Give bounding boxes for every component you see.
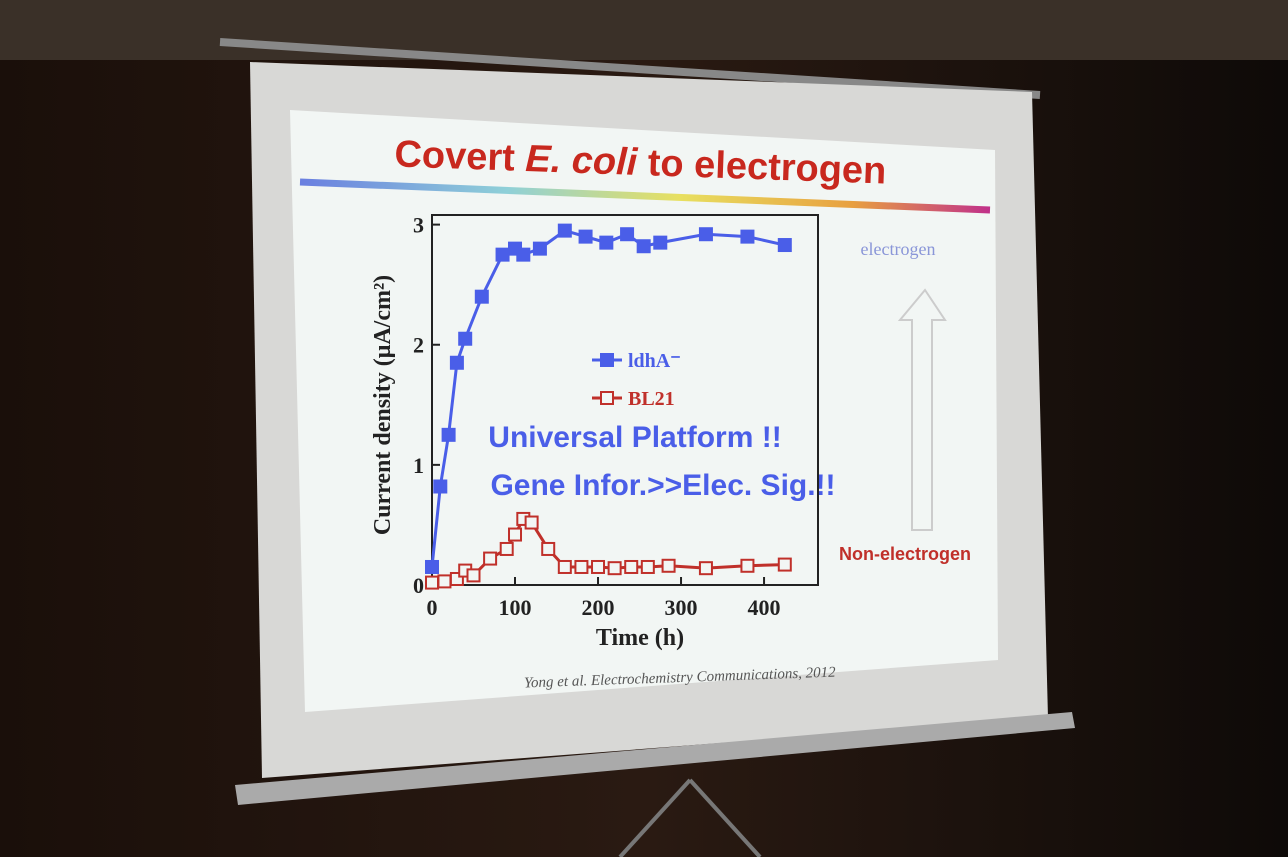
y-tick-label: 3 <box>413 213 424 238</box>
data-point <box>663 560 675 572</box>
data-point <box>559 225 571 237</box>
data-point <box>638 240 650 252</box>
data-point <box>509 529 521 541</box>
data-point <box>517 249 529 261</box>
photo: Covert E. coli to electrogen Current den… <box>0 0 1288 857</box>
annotation: Gene Infor.>>Elec. Sig.!! <box>490 469 835 502</box>
data-point <box>621 228 633 240</box>
x-axis-label: Time (h) <box>596 625 684 651</box>
data-point <box>426 561 438 573</box>
y-tick-label: 2 <box>413 333 424 358</box>
data-point <box>625 561 637 573</box>
annotation: Non-electrogen <box>839 544 971 564</box>
data-point <box>600 237 612 249</box>
data-point <box>700 228 712 240</box>
data-point <box>592 561 604 573</box>
data-point <box>438 575 450 587</box>
data-point <box>426 577 438 589</box>
data-point <box>542 543 554 555</box>
x-tick-label: 200 <box>582 595 615 620</box>
data-point <box>497 249 509 261</box>
data-point <box>741 231 753 243</box>
data-point <box>484 553 496 565</box>
y-tick-label: 1 <box>413 453 424 478</box>
legend-label: BL21 <box>628 388 675 410</box>
data-point <box>700 562 712 574</box>
legend-marker <box>601 354 613 366</box>
data-point <box>501 543 513 555</box>
legend-label: ldhA⁻ <box>628 350 681 372</box>
annotation: electrogen <box>861 239 936 259</box>
data-point <box>434 480 446 492</box>
x-tick-label: 300 <box>665 595 698 620</box>
data-point <box>451 357 463 369</box>
data-point <box>779 559 791 571</box>
data-point <box>459 333 471 345</box>
data-point <box>779 239 791 251</box>
data-point <box>642 561 654 573</box>
slide <box>290 110 998 712</box>
x-tick-label: 100 <box>499 595 532 620</box>
data-point <box>526 517 538 529</box>
data-point <box>580 231 592 243</box>
legend-marker <box>601 392 613 404</box>
data-point <box>559 561 571 573</box>
y-tick-label: 0 <box>413 573 424 598</box>
annotation: Universal Platform !! <box>488 421 781 454</box>
data-point <box>443 429 455 441</box>
data-point <box>654 237 666 249</box>
data-point <box>741 560 753 572</box>
x-tick-label: 0 <box>427 595 438 620</box>
data-point <box>476 291 488 303</box>
ceiling <box>0 0 1288 60</box>
data-point <box>468 569 480 581</box>
y-axis-label: Current density (μA/cm²) <box>370 275 396 535</box>
data-point <box>534 243 546 255</box>
data-point <box>575 561 587 573</box>
data-point <box>609 562 621 574</box>
x-tick-label: 400 <box>748 595 781 620</box>
